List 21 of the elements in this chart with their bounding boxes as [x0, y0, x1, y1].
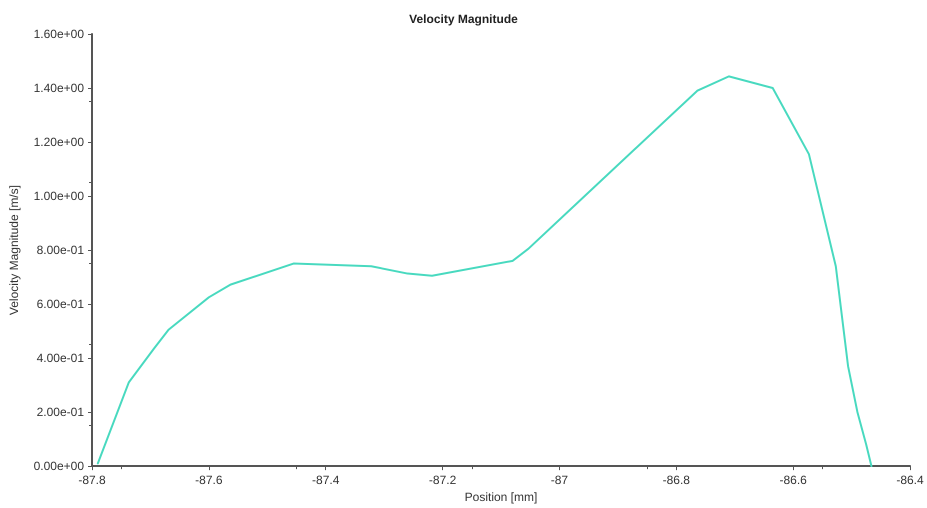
y-tick-label: 4.00e-01	[36, 351, 84, 366]
y-tick-label: 8.00e-01	[36, 243, 84, 258]
x-tick-label: -86.4	[896, 473, 924, 488]
x-tick-label: -87.6	[195, 473, 223, 488]
x-tick-label: -86.6	[779, 473, 808, 488]
y-axis-title: Velocity Magnitude [m/s]	[7, 185, 21, 316]
x-tick-label: -87	[550, 473, 568, 488]
y-tick-label: 6.00e-01	[36, 297, 84, 312]
x-tick-label: -87.2	[428, 473, 457, 488]
x-axis-title: Position [mm]	[464, 490, 538, 504]
y-tick-label: 1.20e+00	[34, 135, 84, 150]
y-tick-label: 1.00e+00	[34, 189, 84, 204]
y-tick-label: 0.00e+00	[34, 459, 84, 474]
line-series	[96, 75, 872, 468]
y-tick-label: 1.40e+00	[34, 81, 84, 96]
x-tick-label: -87.4	[312, 473, 340, 488]
x-tick-label: -86.8	[662, 473, 690, 488]
y-tick-label: 1.60e+00	[34, 27, 84, 41]
chart-title: Velocity Magnitude	[409, 12, 518, 26]
x-tick-label: -87.8	[78, 473, 106, 488]
y-tick-label: 2.00e-01	[36, 405, 84, 420]
